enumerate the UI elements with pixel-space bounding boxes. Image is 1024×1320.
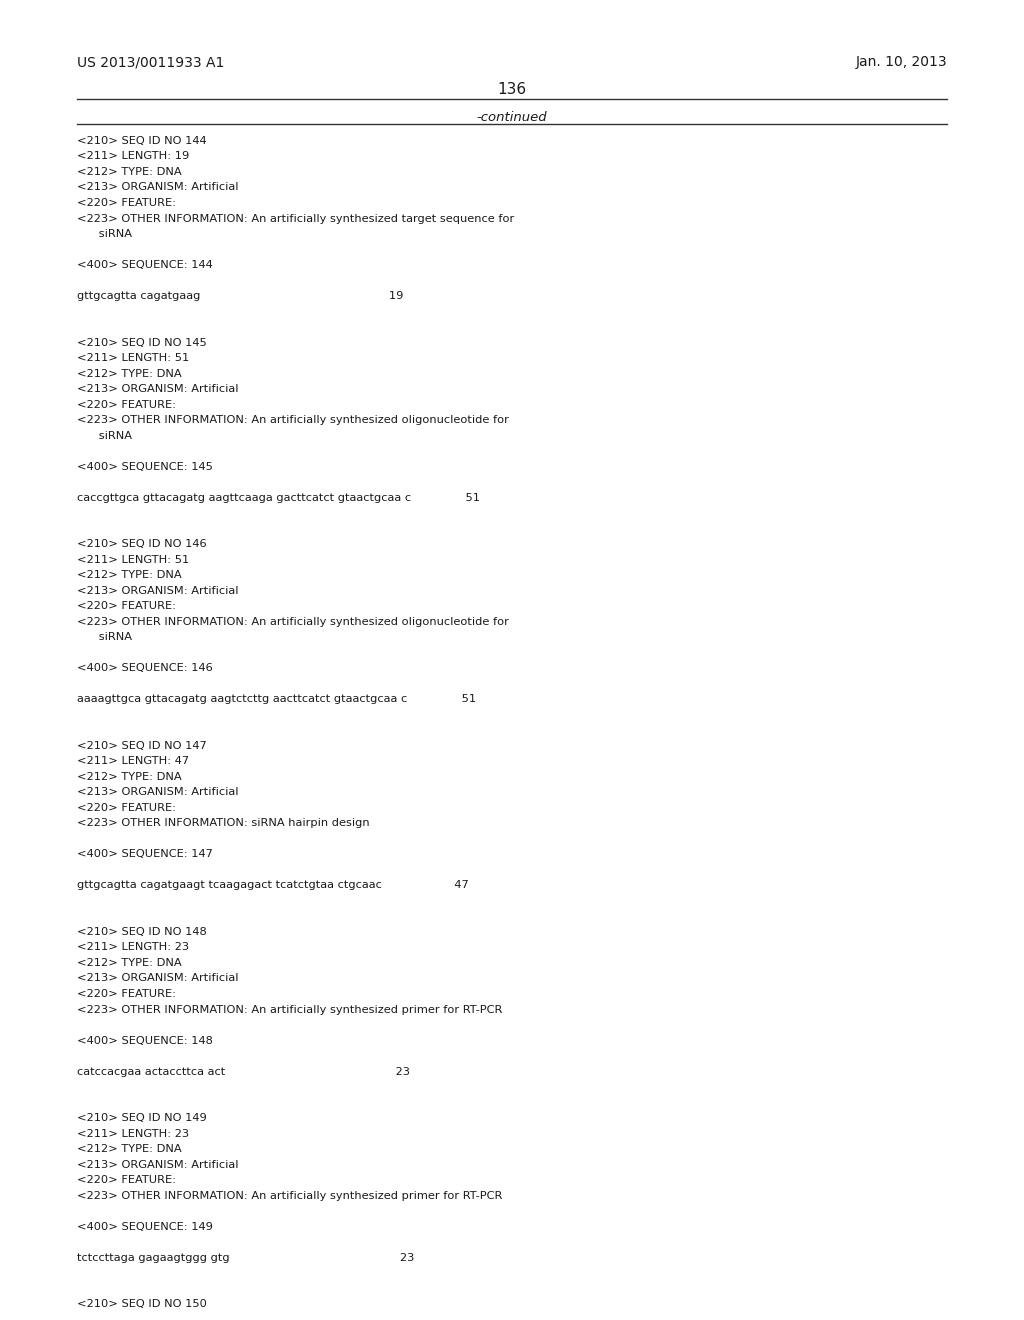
Text: <223> OTHER INFORMATION: An artificially synthesized target sequence for: <223> OTHER INFORMATION: An artificially… xyxy=(77,214,514,223)
Text: -continued: -continued xyxy=(477,111,547,124)
Text: <212> TYPE: DNA: <212> TYPE: DNA xyxy=(77,570,181,581)
Text: gttgcagtta cagatgaagt tcaagagact tcatctgtaa ctgcaac                    47: gttgcagtta cagatgaagt tcaagagact tcatctg… xyxy=(77,880,469,891)
Text: <211> LENGTH: 23: <211> LENGTH: 23 xyxy=(77,942,188,953)
Text: <220> FEATURE:: <220> FEATURE: xyxy=(77,400,176,409)
Text: <400> SEQUENCE: 147: <400> SEQUENCE: 147 xyxy=(77,850,213,859)
Text: <400> SEQUENCE: 148: <400> SEQUENCE: 148 xyxy=(77,1035,213,1045)
Text: <210> SEQ ID NO 149: <210> SEQ ID NO 149 xyxy=(77,1113,207,1123)
Text: <223> OTHER INFORMATION: An artificially synthesized oligonucleotide for: <223> OTHER INFORMATION: An artificially… xyxy=(77,414,509,425)
Text: <220> FEATURE:: <220> FEATURE: xyxy=(77,1175,176,1185)
Text: <220> FEATURE:: <220> FEATURE: xyxy=(77,989,176,999)
Text: <212> TYPE: DNA: <212> TYPE: DNA xyxy=(77,168,181,177)
Text: <213> ORGANISM: Artificial: <213> ORGANISM: Artificial xyxy=(77,586,239,595)
Text: US 2013/0011933 A1: US 2013/0011933 A1 xyxy=(77,55,224,70)
Text: caccgttgca gttacagatg aagttcaaga gacttcatct gtaactgcaa c               51: caccgttgca gttacagatg aagttcaaga gacttca… xyxy=(77,492,480,503)
Text: <210> SEQ ID NO 145: <210> SEQ ID NO 145 xyxy=(77,338,207,347)
Text: <210> SEQ ID NO 146: <210> SEQ ID NO 146 xyxy=(77,539,207,549)
Text: 136: 136 xyxy=(498,82,526,96)
Text: siRNA: siRNA xyxy=(77,632,132,643)
Text: <211> LENGTH: 19: <211> LENGTH: 19 xyxy=(77,152,189,161)
Text: <210> SEQ ID NO 148: <210> SEQ ID NO 148 xyxy=(77,927,207,937)
Text: <213> ORGANISM: Artificial: <213> ORGANISM: Artificial xyxy=(77,973,239,983)
Text: Jan. 10, 2013: Jan. 10, 2013 xyxy=(856,55,947,70)
Text: <211> LENGTH: 51: <211> LENGTH: 51 xyxy=(77,352,189,363)
Text: <210> SEQ ID NO 144: <210> SEQ ID NO 144 xyxy=(77,136,207,147)
Text: siRNA: siRNA xyxy=(77,430,132,441)
Text: <212> TYPE: DNA: <212> TYPE: DNA xyxy=(77,368,181,379)
Text: <220> FEATURE:: <220> FEATURE: xyxy=(77,602,176,611)
Text: <213> ORGANISM: Artificial: <213> ORGANISM: Artificial xyxy=(77,182,239,193)
Text: <212> TYPE: DNA: <212> TYPE: DNA xyxy=(77,958,181,968)
Text: <211> LENGTH: 51: <211> LENGTH: 51 xyxy=(77,554,189,565)
Text: <220> FEATURE:: <220> FEATURE: xyxy=(77,803,176,813)
Text: <220> FEATURE:: <220> FEATURE: xyxy=(77,198,176,209)
Text: catccacgaa actaccttca act                                               23: catccacgaa actaccttca act 23 xyxy=(77,1067,410,1077)
Text: <223> OTHER INFORMATION: An artificially synthesized primer for RT-PCR: <223> OTHER INFORMATION: An artificially… xyxy=(77,1005,502,1015)
Text: <212> TYPE: DNA: <212> TYPE: DNA xyxy=(77,1144,181,1154)
Text: <400> SEQUENCE: 149: <400> SEQUENCE: 149 xyxy=(77,1222,213,1232)
Text: <400> SEQUENCE: 145: <400> SEQUENCE: 145 xyxy=(77,462,213,471)
Text: <210> SEQ ID NO 150: <210> SEQ ID NO 150 xyxy=(77,1299,207,1309)
Text: <223> OTHER INFORMATION: An artificially synthesized primer for RT-PCR: <223> OTHER INFORMATION: An artificially… xyxy=(77,1191,502,1201)
Text: aaaagttgca gttacagatg aagtctcttg aacttcatct gtaactgcaa c               51: aaaagttgca gttacagatg aagtctcttg aacttca… xyxy=(77,694,476,705)
Text: <213> ORGANISM: Artificial: <213> ORGANISM: Artificial xyxy=(77,1159,239,1170)
Text: <400> SEQUENCE: 144: <400> SEQUENCE: 144 xyxy=(77,260,213,271)
Text: gttgcagtta cagatgaag                                                    19: gttgcagtta cagatgaag 19 xyxy=(77,290,403,301)
Text: <213> ORGANISM: Artificial: <213> ORGANISM: Artificial xyxy=(77,384,239,395)
Text: <210> SEQ ID NO 147: <210> SEQ ID NO 147 xyxy=(77,741,207,751)
Text: <211> LENGTH: 47: <211> LENGTH: 47 xyxy=(77,756,188,767)
Text: <400> SEQUENCE: 146: <400> SEQUENCE: 146 xyxy=(77,663,213,673)
Text: <212> TYPE: DNA: <212> TYPE: DNA xyxy=(77,772,181,781)
Text: <211> LENGTH: 23: <211> LENGTH: 23 xyxy=(77,1129,188,1139)
Text: siRNA: siRNA xyxy=(77,230,132,239)
Text: tctccttaga gagaagtggg gtg                                               23: tctccttaga gagaagtggg gtg 23 xyxy=(77,1253,414,1263)
Text: <213> ORGANISM: Artificial: <213> ORGANISM: Artificial xyxy=(77,787,239,797)
Text: <223> OTHER INFORMATION: siRNA hairpin design: <223> OTHER INFORMATION: siRNA hairpin d… xyxy=(77,818,370,829)
Text: <223> OTHER INFORMATION: An artificially synthesized oligonucleotide for: <223> OTHER INFORMATION: An artificially… xyxy=(77,616,509,627)
